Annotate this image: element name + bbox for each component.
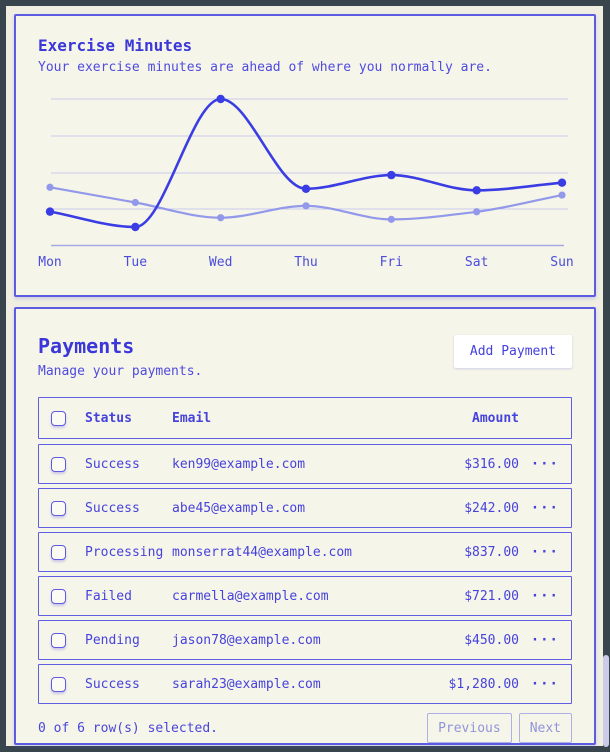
dot-series-2-light (131, 198, 139, 207)
table-row: Processing monserrat44@example.com $837.00… (38, 532, 572, 572)
status-cell: Success (85, 676, 140, 692)
status-cell: Processing (85, 544, 164, 560)
x-axis-label: Wed (209, 255, 232, 270)
row-more-icon[interactable]: ··· (530, 676, 559, 692)
status-cell: Failed (85, 588, 132, 604)
x-axis-label: Thu (294, 255, 317, 270)
row-more-icon[interactable]: ··· (530, 632, 559, 648)
dot-series-1-dark (301, 184, 311, 193)
dot-series-2-light (558, 191, 566, 199)
dot-series-2-light (302, 202, 310, 210)
dot-series-1-dark (472, 186, 481, 195)
actions-cell: ··· (519, 500, 561, 516)
amount-cell: $450.00 (464, 632, 519, 648)
exercise-title: Exercise Minutes (38, 36, 193, 55)
amount-cell: $316.00 (464, 456, 519, 472)
exercise-line-chart: Mon Tue Wed Thu Fri Sat Sun (38, 94, 574, 270)
amount-cell: $721.00 (464, 588, 519, 604)
x-axis-label: Sat (465, 255, 488, 270)
status-cell: Pending (85, 632, 140, 648)
checkbox-cell (51, 632, 85, 648)
status-cell: Success (85, 456, 140, 472)
x-axis-label: Mon (38, 255, 61, 270)
amount-cell: $1,280.00 (448, 676, 519, 692)
payments-subtitle: Manage your payments. (38, 364, 203, 379)
table-row: Failed carmella@example.com $721.00 ··· (38, 576, 572, 616)
row-more-icon[interactable]: ··· (530, 588, 559, 604)
row-checkbox[interactable] (51, 544, 66, 560)
table-row: Pending jason78@example.com $450.00 ··· (38, 620, 572, 660)
select-all-checkbox[interactable] (51, 410, 66, 426)
table-footer: 0 of 6 row(s) selected. Previous Next (38, 713, 572, 743)
table-row: Success abe45@example.com $242.00 ··· (38, 488, 572, 528)
dot-series-1-dark (45, 207, 55, 216)
status-cell: Success (85, 500, 140, 516)
actions-cell: ··· (519, 456, 561, 472)
payments-title: Payments (38, 334, 135, 358)
dot-series-2-light (387, 215, 395, 223)
email-column-header: Email (172, 410, 212, 426)
dot-series-1-dark (216, 94, 225, 104)
actions-cell: ··· (519, 544, 561, 560)
payments-table: Status Email Amount Success ken99@example.co… (38, 397, 572, 704)
email-cell: jason78@example.com (172, 632, 321, 648)
row-more-icon[interactable]: ··· (530, 456, 559, 472)
amount-column-header: Amount (472, 410, 519, 426)
row-checkbox[interactable] (51, 500, 66, 516)
actions-cell: ··· (519, 676, 561, 692)
payments-header: Payments Manage your payments. Add Payme… (38, 333, 572, 381)
row-checkbox[interactable] (51, 676, 66, 692)
rows-selected-text: 0 of 6 row(s) selected. (38, 720, 219, 736)
row-checkbox[interactable] (51, 588, 66, 604)
dot-series-1-dark (557, 178, 567, 187)
checkbox-cell (51, 500, 85, 516)
add-payment-button[interactable]: Add Payment (453, 335, 572, 368)
dot-series-2-light (473, 208, 481, 216)
row-checkbox[interactable] (51, 632, 66, 648)
table-row: Success sarah23@example.com $1,280.00 ··· (38, 664, 572, 704)
scrollbar-thumb[interactable] (603, 655, 609, 747)
row-more-icon[interactable]: ··· (530, 500, 559, 516)
checkbox-cell (51, 456, 85, 472)
dot-series-1-dark (131, 222, 140, 232)
dot-series-2-light (46, 183, 54, 191)
page: Exercise Minutes Your exercise minutes a… (6, 6, 609, 747)
checkbox-cell (51, 544, 85, 560)
email-cell: ken99@example.com (172, 456, 306, 472)
amount-cell: $242.00 (464, 500, 519, 516)
checkbox-cell (51, 410, 85, 426)
x-axis-label: Fri (380, 255, 403, 270)
pagination: Previous Next (427, 713, 572, 743)
previous-button[interactable]: Previous (427, 713, 512, 743)
email-cell: abe45@example.com (172, 500, 306, 516)
checkbox-cell (51, 676, 85, 692)
dot-series-1-dark (387, 170, 396, 180)
actions-cell: ··· (519, 588, 561, 604)
table-header-row: Status Email Amount (38, 397, 572, 439)
next-button[interactable]: Next (518, 713, 572, 743)
payments-card: Payments Manage your payments. Add Payme… (14, 307, 596, 745)
email-cell: sarah23@example.com (172, 676, 321, 692)
exercise-card: Exercise Minutes Your exercise minutes a… (14, 14, 596, 297)
row-checkbox[interactable] (51, 456, 66, 472)
status-column-header: Status (85, 410, 132, 426)
x-axis-label: Tue (124, 255, 148, 270)
dot-series-2-light (217, 214, 225, 222)
payments-header-text: Payments Manage your payments. (38, 333, 202, 381)
row-more-icon[interactable]: ··· (530, 544, 559, 560)
amount-cell: $837.00 (464, 544, 519, 560)
x-axis-label: Sun (550, 255, 573, 270)
actions-cell: ··· (519, 632, 561, 648)
email-cell: monserrat44@example.com (172, 544, 353, 560)
email-cell: carmella@example.com (172, 588, 329, 604)
table-row: Success ken99@example.com $316.00 ··· (38, 444, 572, 484)
exercise-subtitle: Your exercise minutes are ahead of where… (38, 60, 492, 75)
checkbox-cell (51, 588, 85, 604)
